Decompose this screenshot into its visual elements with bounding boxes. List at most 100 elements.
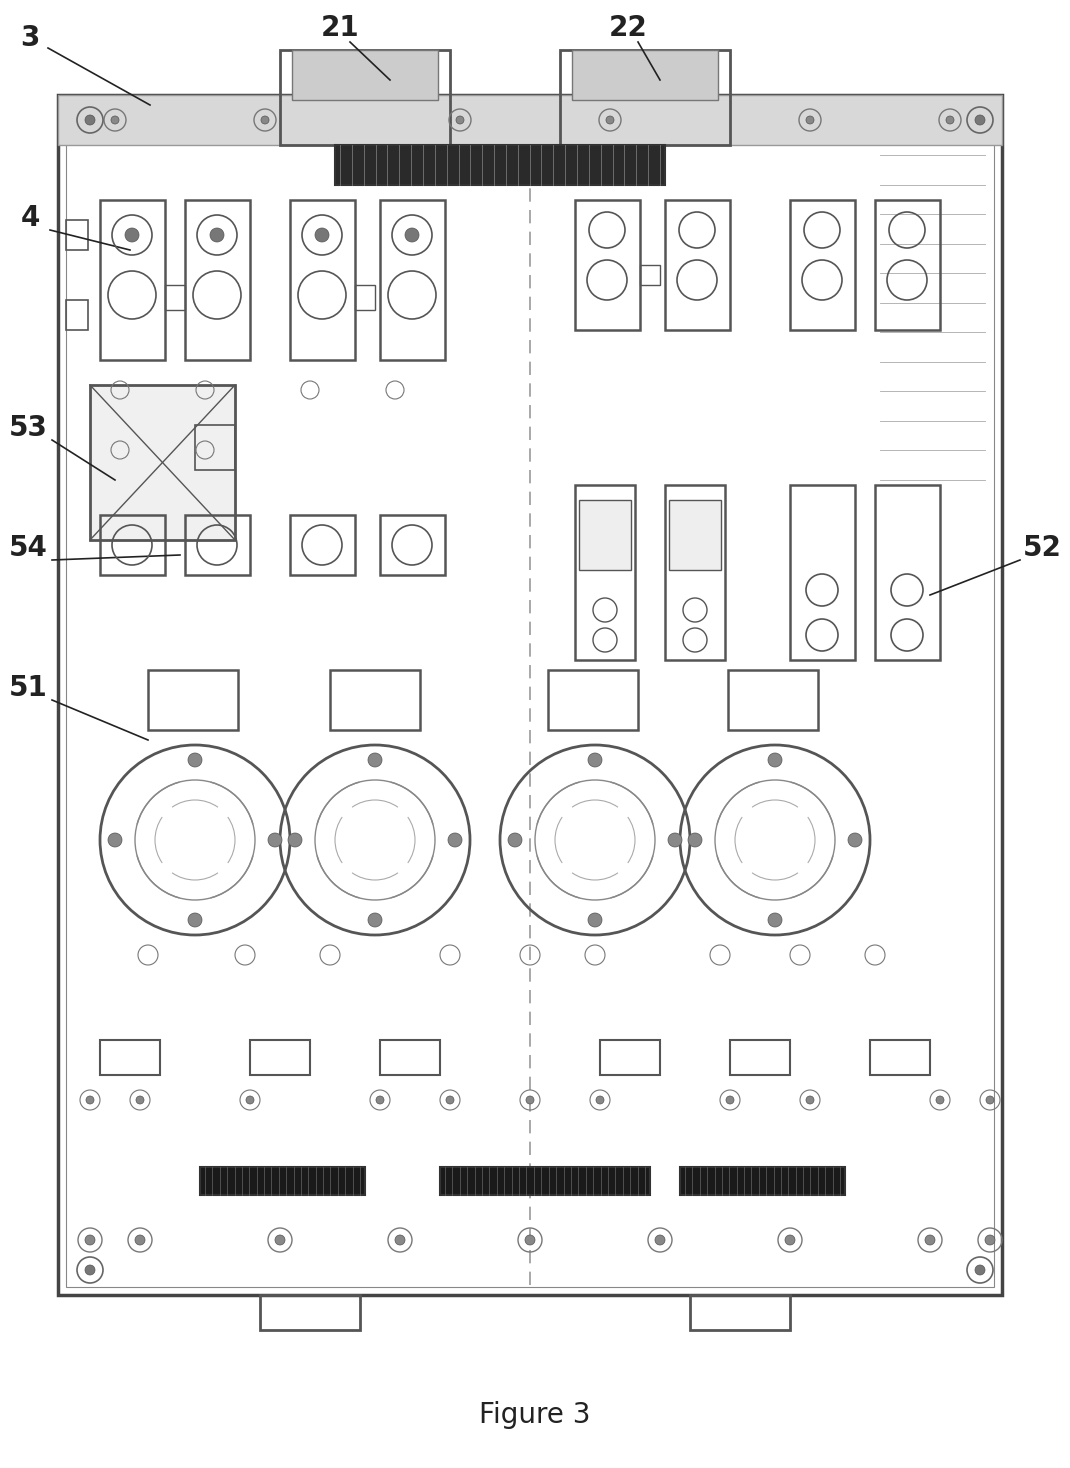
Circle shape [136,1097,144,1104]
Bar [664,200,730,330]
Bar [90,385,235,540]
Bar [165,285,185,310]
Bar [579,501,631,570]
Circle shape [268,832,282,847]
Bar [250,1039,310,1075]
Bar [790,484,855,661]
Circle shape [727,1097,734,1104]
Bar [669,501,721,570]
Bar [600,1039,660,1075]
Circle shape [210,228,224,242]
Circle shape [368,753,382,766]
Bar [440,1167,649,1195]
Circle shape [975,115,985,125]
Bar [335,145,664,185]
Bar [66,299,88,330]
Circle shape [606,116,614,123]
Circle shape [446,1097,454,1104]
Circle shape [246,1097,254,1104]
Bar [730,1039,790,1075]
Circle shape [655,1235,664,1245]
Circle shape [768,753,782,766]
Bar [380,515,445,575]
Bar [380,200,445,360]
Circle shape [985,1097,994,1104]
Bar [195,426,235,470]
Circle shape [946,116,954,123]
Text: 21: 21 [321,15,360,43]
Text: 3: 3 [20,23,40,51]
Circle shape [588,913,602,926]
Circle shape [85,1265,95,1276]
Circle shape [125,228,139,242]
Circle shape [111,116,119,123]
Bar [185,515,250,575]
Circle shape [668,832,682,847]
Circle shape [526,1097,534,1104]
Text: 54: 54 [9,534,47,562]
Circle shape [315,228,328,242]
Circle shape [924,1235,935,1245]
Circle shape [456,116,464,123]
Circle shape [135,1235,146,1245]
Circle shape [936,1097,944,1104]
Bar [100,1039,160,1075]
Bar [575,484,635,661]
Circle shape [376,1097,384,1104]
Bar [290,200,355,360]
Circle shape [86,1097,94,1104]
Circle shape [508,832,522,847]
Bar [790,200,855,330]
Circle shape [975,1265,985,1276]
Circle shape [275,1235,285,1245]
Bar [690,1295,790,1330]
Bar [875,484,941,661]
Bar [681,1167,845,1195]
Bar [380,1039,440,1075]
Bar [572,50,718,100]
Bar [290,515,355,575]
Circle shape [368,913,382,926]
Circle shape [406,228,419,242]
Circle shape [768,913,782,926]
Circle shape [596,1097,603,1104]
Bar [185,200,250,360]
Bar [548,669,638,730]
Text: 4: 4 [20,204,40,232]
Circle shape [288,832,302,847]
Bar [200,1167,365,1195]
Circle shape [85,115,95,125]
Circle shape [261,116,269,123]
Circle shape [188,753,202,766]
Bar [66,103,994,1287]
Circle shape [688,832,702,847]
Circle shape [785,1235,795,1245]
Circle shape [448,832,462,847]
Text: 51: 51 [9,674,47,702]
Circle shape [108,832,122,847]
Text: Figure 3: Figure 3 [479,1400,591,1428]
Bar [870,1039,930,1075]
Circle shape [395,1235,406,1245]
Circle shape [525,1235,535,1245]
Bar [100,200,165,360]
Bar [728,669,817,730]
Bar [292,50,438,100]
Circle shape [806,116,814,123]
Bar [355,285,374,310]
Circle shape [849,832,862,847]
Text: 52: 52 [1023,534,1061,562]
Bar [330,669,421,730]
Circle shape [188,913,202,926]
Circle shape [806,1097,814,1104]
Text: 22: 22 [609,15,647,43]
Text: 53: 53 [9,414,47,442]
Bar [148,669,238,730]
Bar [100,515,165,575]
Bar [66,220,88,250]
Bar [560,50,730,145]
Bar [58,95,1002,1295]
Bar [260,1295,360,1330]
Circle shape [588,753,602,766]
Bar [280,50,450,145]
